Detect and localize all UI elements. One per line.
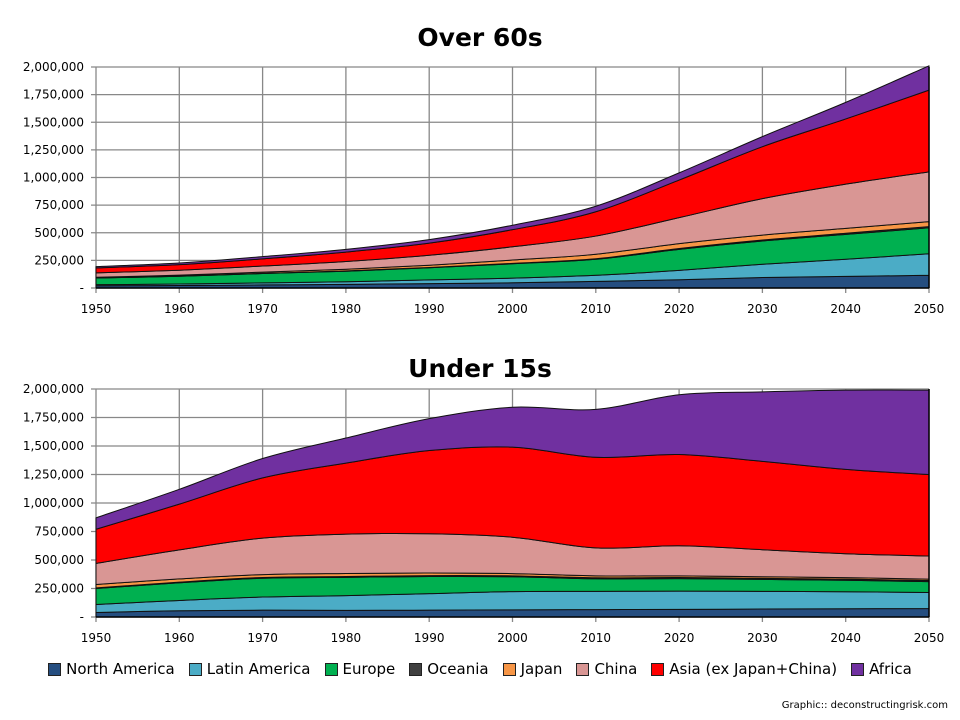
- x-tick-label: 2010: [581, 302, 612, 316]
- chart-under-15s: Under 15s - 250,000 500,000 750,000 1,000,000…: [23, 354, 944, 645]
- x-tick-label: 1980: [331, 631, 362, 645]
- x-tick-label: 2050: [914, 302, 945, 316]
- x-tick-label: 2000: [497, 631, 528, 645]
- legend-item-latin-america: Latin America: [188, 660, 311, 678]
- x-tick-label: 2050: [914, 631, 945, 645]
- y-tick-label: 1,500,000: [23, 439, 84, 453]
- legend-label: North America: [66, 660, 175, 678]
- y-tick-label: 2,000,000: [23, 382, 84, 396]
- chart-title: Under 15s: [408, 354, 552, 383]
- legend-label: Asia (ex Japan+China): [669, 660, 838, 678]
- y-tick-label: 1,000,000: [23, 171, 84, 185]
- x-tick-label: 1970: [247, 302, 278, 316]
- legend-swatch: [851, 662, 865, 676]
- y-tick-label: 1,500,000: [23, 115, 84, 129]
- y-tick-label: 1,250,000: [23, 468, 84, 482]
- y-tick-label: 500,000: [34, 226, 84, 240]
- legend: North America Latin America Europe Ocean…: [0, 660, 960, 678]
- x-tick-label: 2010: [581, 631, 612, 645]
- y-tick-label: 1,250,000: [23, 143, 84, 157]
- chart-over-60s: Over 60s - 250,000 500,000 750,000 1,000,000 1…: [23, 23, 944, 316]
- legend-item-japan: Japan: [502, 660, 563, 678]
- y-tick-label: 500,000: [34, 553, 84, 567]
- x-tick-label: 2030: [747, 631, 778, 645]
- legend-swatch: [409, 662, 423, 676]
- legend-swatch: [324, 662, 338, 676]
- x-tick-label: 2040: [830, 631, 861, 645]
- legend-swatch: [188, 662, 202, 676]
- y-tick-label: -: [80, 281, 84, 295]
- legend-item-north-america: North America: [48, 660, 175, 678]
- legend-label: Latin America: [206, 660, 311, 678]
- legend-label: Japan: [520, 660, 563, 678]
- x-tick-label: 2000: [497, 302, 528, 316]
- x-tick-label: 1980: [331, 302, 362, 316]
- legend-label: Oceania: [427, 660, 489, 678]
- credit-text: Graphic:: deconstructingrisk.com: [781, 700, 948, 711]
- y-tick-label: 250,000: [34, 582, 84, 596]
- legend-swatch: [576, 662, 590, 676]
- legend-swatch: [651, 662, 665, 676]
- legend-label: Europe: [342, 660, 396, 678]
- x-tick-label: 2040: [830, 302, 861, 316]
- legend-item-oceania: Oceania: [409, 660, 489, 678]
- x-tick-label: 2020: [664, 631, 695, 645]
- y-tick-label: 1,000,000: [23, 496, 84, 510]
- y-tick-label: 750,000: [34, 525, 84, 539]
- y-tick-label: 250,000: [34, 253, 84, 267]
- legend-item-china: China: [576, 660, 637, 678]
- y-tick-label: 1,750,000: [23, 88, 84, 102]
- legend-item-europe: Europe: [324, 660, 396, 678]
- legend-item-africa: Africa: [851, 660, 912, 678]
- legend-label: China: [594, 660, 638, 678]
- y-tick-label: 750,000: [34, 198, 84, 212]
- x-tick-label: 1960: [164, 631, 195, 645]
- y-tick-label: 1,750,000: [23, 411, 84, 425]
- legend-swatch: [502, 662, 516, 676]
- x-tick-label: 1970: [247, 631, 278, 645]
- legend-label: Africa: [869, 660, 912, 678]
- x-tick-label: 1950: [81, 302, 112, 316]
- y-tick-label: 2,000,000: [23, 60, 84, 74]
- x-tick-label: 1960: [164, 302, 195, 316]
- x-tick-label: 1990: [414, 302, 445, 316]
- x-tick-label: 2020: [664, 302, 695, 316]
- y-tick-label: -: [80, 610, 84, 624]
- legend-item-asia: Asia (ex Japan+China): [651, 660, 837, 678]
- x-tick-label: 1950: [81, 631, 112, 645]
- chart-title: Over 60s: [417, 23, 542, 52]
- legend-swatch: [48, 662, 62, 676]
- x-tick-label: 2030: [747, 302, 778, 316]
- x-tick-label: 1990: [414, 631, 445, 645]
